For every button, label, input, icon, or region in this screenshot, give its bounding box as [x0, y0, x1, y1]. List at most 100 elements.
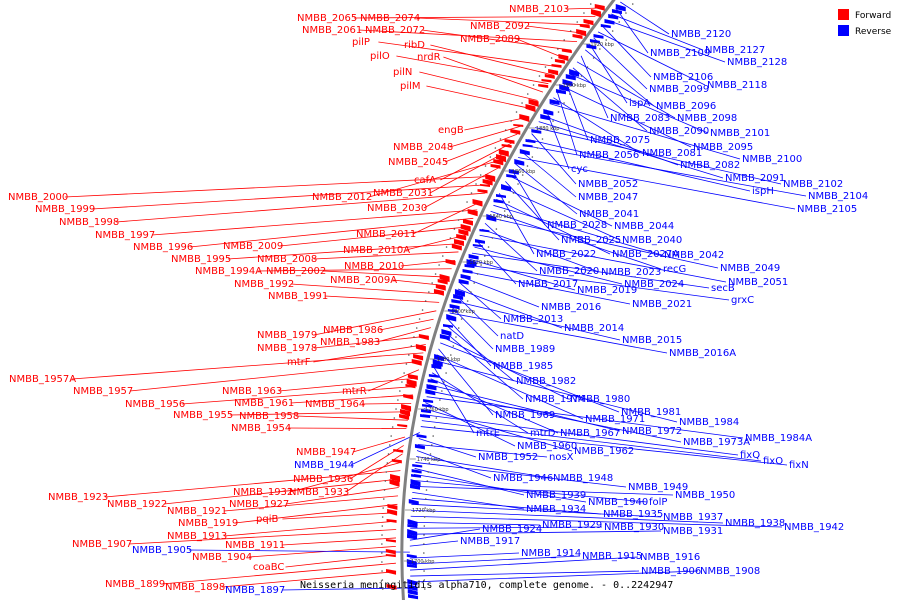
gene-block-reverse — [408, 594, 419, 600]
gene-block-reverse — [407, 584, 418, 592]
guide-dot — [483, 255, 486, 257]
gene-block-forward — [554, 59, 565, 64]
gene-block-forward — [456, 234, 467, 241]
gene-label-reverse: mtrE — [476, 428, 500, 439]
gene-leader-line — [549, 103, 741, 160]
gene-block-forward — [551, 64, 562, 68]
gene-label-reverse: NMBB_2044 — [614, 221, 674, 232]
gene-leader-line — [580, 55, 609, 119]
gene-label-forward: NMBB_2031 — [373, 188, 433, 199]
gene-leader-line — [482, 228, 600, 273]
gene-label-reverse: NMBB_2014 — [564, 323, 624, 334]
gene-leader-line — [420, 426, 788, 466]
gene-block-forward — [453, 239, 464, 246]
gene-block-reverse — [446, 314, 457, 322]
guide-dot — [491, 237, 494, 239]
gene-leader-line — [129, 360, 422, 392]
gene-block-reverse — [600, 24, 611, 29]
gene-leader-line — [476, 240, 517, 285]
guide-dot — [445, 246, 448, 248]
gene-leader-line — [493, 204, 663, 256]
gene-label-forward: NMBB_1933 — [289, 487, 349, 498]
gene-label-forward: NMBB_2009A — [330, 275, 397, 286]
guide-dot — [428, 291, 430, 293]
gene-label-reverse: NMBB_2027A — [612, 249, 679, 260]
guide-dot — [510, 120, 512, 122]
gene-leader-line — [516, 38, 566, 59]
gene-label-forward: NMBB_1996 — [133, 242, 193, 253]
gene-label-reverse: NMBB_1946 — [493, 473, 553, 484]
guide-dot — [381, 579, 384, 581]
guide-dot — [424, 498, 427, 500]
gene-leader-line — [376, 327, 431, 343]
gene-leader-line — [410, 515, 783, 528]
gene-label-forward: NMBB_1936 — [293, 474, 353, 485]
gene-leader-line — [290, 394, 414, 404]
gene-leader-line — [279, 226, 470, 247]
guide-dot — [589, 3, 592, 5]
gene-block-reverse — [412, 464, 423, 468]
gene-label-reverse: NMBB_1935 — [603, 509, 663, 520]
gene-leader-line — [511, 169, 546, 226]
gene-leader-line — [419, 71, 538, 101]
guide-dot — [393, 417, 396, 419]
gene-block-reverse — [493, 199, 504, 204]
gene-label-forward: NMBB_2030 — [367, 203, 427, 214]
gene-label-forward: mtrR — [342, 386, 367, 397]
gene-block-reverse — [431, 364, 442, 370]
gene-label-forward: NMBB_1991 — [268, 291, 328, 302]
gene-leader-line — [313, 310, 437, 336]
gene-leader-line — [542, 115, 679, 166]
gene-label-reverse: NMBB_2120 — [671, 29, 731, 40]
gene-block-reverse — [486, 214, 497, 222]
kbp-tick-label: 1720 kbp — [412, 508, 436, 514]
gene-block-reverse — [514, 159, 525, 166]
gene-leader-line — [324, 295, 440, 303]
gene-block-forward — [513, 124, 524, 128]
gene-label-reverse: NMBB_2016 — [541, 302, 601, 313]
guide-dot — [538, 75, 541, 77]
gene-leader-line — [514, 163, 578, 215]
gene-label-forward: pilP — [352, 37, 370, 48]
gene-label-forward: NMBB_1979 — [257, 330, 317, 341]
gene-block-forward — [558, 54, 569, 62]
gene-leader-line — [289, 461, 402, 493]
gene-label-reverse: NMBB_1939 — [526, 490, 586, 501]
gene-block-forward — [579, 24, 590, 29]
gene-leader-line — [469, 258, 576, 291]
gene-block-reverse — [408, 499, 419, 506]
guide-dot — [428, 462, 431, 464]
guide-dot — [390, 435, 392, 437]
guide-dot — [495, 228, 498, 230]
gene-leader-line — [526, 25, 584, 34]
gene-block-forward — [400, 409, 411, 417]
gene-block-reverse — [423, 399, 434, 404]
gene-label-reverse: NMBB_2101 — [710, 128, 770, 139]
gene-leader-line — [611, 13, 704, 51]
gene-leader-line — [518, 157, 796, 210]
gene-label-reverse: NMBB_1938 — [725, 518, 785, 529]
guide-dot — [381, 525, 384, 527]
gene-label-forward: cafA — [414, 175, 436, 186]
guide-dot — [455, 336, 457, 338]
gene-label-forward: NMBB_1957A — [9, 374, 76, 385]
guide-dot — [424, 300, 427, 302]
gene-label-reverse: NMBB_1981 — [621, 407, 681, 418]
guide-dot — [399, 390, 401, 392]
gene-leader-line — [421, 420, 762, 462]
guide-dot — [397, 399, 399, 401]
gene-label-reverse: fixO — [763, 456, 783, 467]
guide-dot — [479, 174, 482, 176]
gene-leader-line — [412, 485, 674, 496]
gene-label-reverse: recG — [663, 264, 686, 275]
gene-block-reverse — [442, 324, 453, 328]
guide-dot — [423, 543, 425, 545]
gene-leader-line — [615, 7, 649, 54]
gene-leader-line — [602, 25, 652, 78]
gene-block-forward — [435, 284, 446, 291]
guide-dot — [526, 165, 529, 167]
gene-block-forward — [544, 74, 555, 79]
gene-label-reverse: NMBB_1944 — [294, 460, 354, 471]
gene-label-reverse: cyc — [571, 164, 588, 175]
